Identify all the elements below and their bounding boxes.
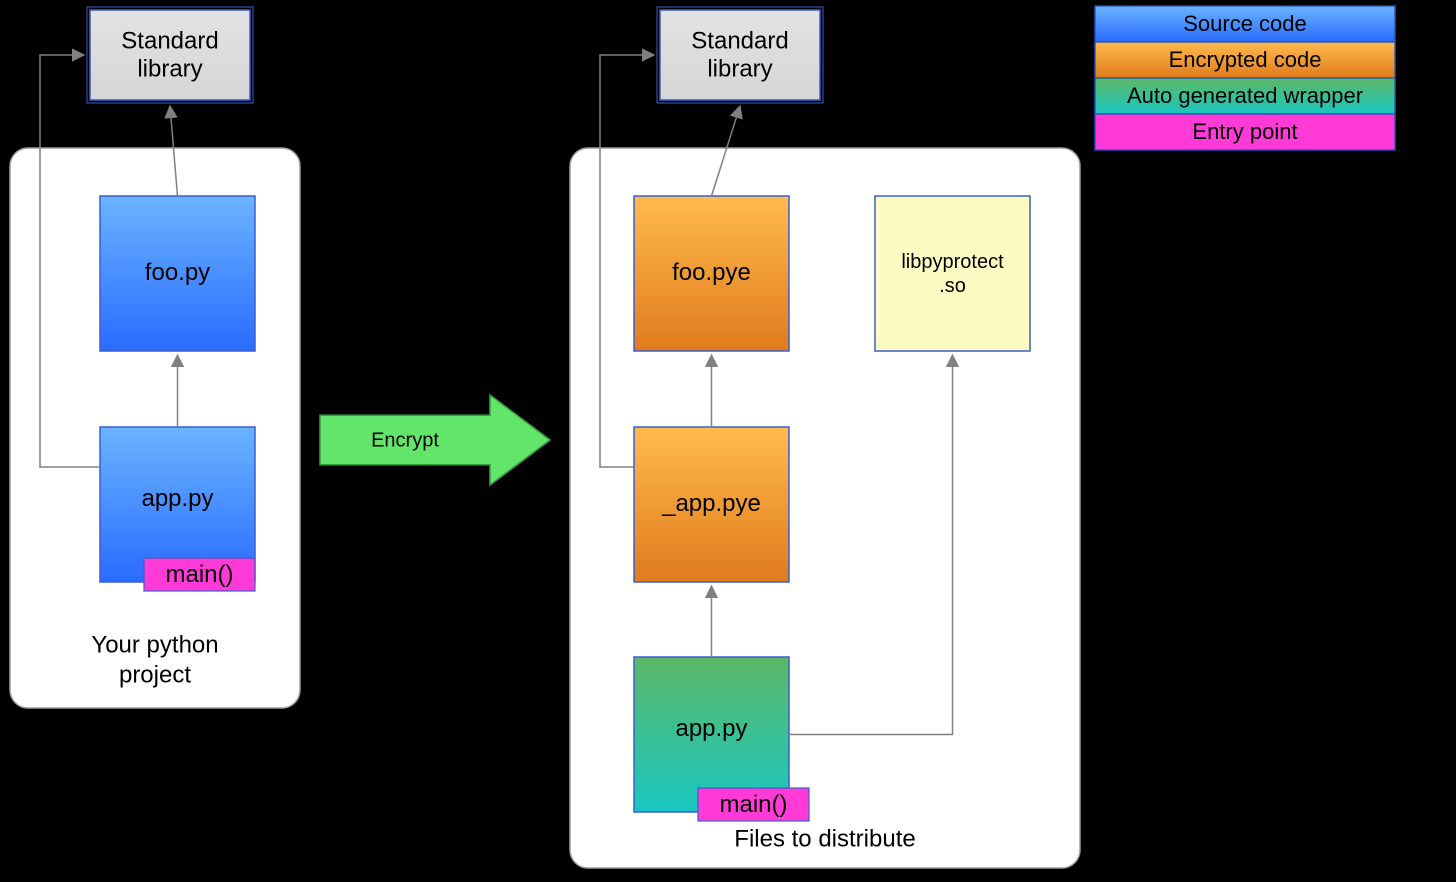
legend-label-wrapper: Auto generated wrapper (1127, 83, 1363, 108)
svg-text:foo.py: foo.py (145, 259, 210, 286)
svg-text:Standard: Standard (121, 27, 218, 54)
svg-text:main(): main() (719, 791, 787, 818)
svg-text:app.py: app.py (675, 715, 747, 742)
svg-text:project: project (119, 661, 191, 688)
svg-text:Your python: Your python (91, 631, 218, 658)
svg-text:foo.pye: foo.pye (672, 259, 751, 286)
svg-text:libpyprotect: libpyprotect (901, 251, 1004, 273)
legend: Source code Encrypted code Auto generated … (1095, 6, 1395, 150)
right-lib-node (875, 196, 1030, 351)
svg-text:main(): main() (165, 561, 233, 588)
svg-text:_app.pye: _app.pye (661, 490, 761, 517)
legend-label-entry: Entry point (1192, 119, 1297, 144)
svg-text:library: library (137, 55, 202, 82)
legend-label-encrypted: Encrypted code (1169, 47, 1322, 72)
svg-text:library: library (707, 55, 772, 82)
legend-label-source: Source code (1183, 11, 1307, 36)
svg-text:Files to distribute: Files to distribute (734, 825, 915, 852)
svg-text:app.py: app.py (141, 485, 213, 512)
svg-text:Standard: Standard (691, 27, 788, 54)
svg-text:Encrypt: Encrypt (371, 429, 439, 451)
svg-text:.so: .so (939, 275, 966, 297)
